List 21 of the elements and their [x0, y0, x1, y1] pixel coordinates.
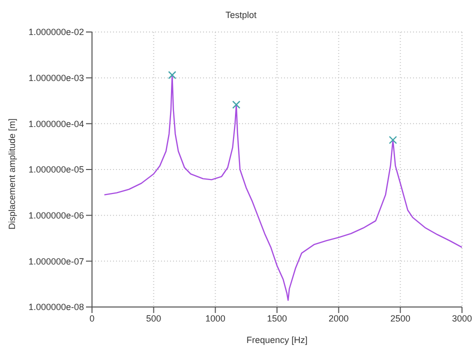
- line-series: [104, 74, 462, 301]
- y-tick-label: 1.000000e-05: [28, 164, 84, 175]
- y-axis-title: Displacement amplitude [m]: [7, 118, 18, 230]
- x-tick-label: 500: [146, 313, 162, 324]
- y-tick-label: 1.000000e-08: [28, 302, 84, 312]
- point: [388, 136, 398, 144]
- point: [232, 100, 240, 109]
- x-tick-label: 2500: [390, 313, 410, 324]
- y-tick-label: 1.000000e-03: [28, 73, 84, 84]
- chart-title: Testplot: [224, 9, 258, 22]
- y-tick-label: 1.000000e-02: [28, 27, 84, 38]
- x-tick-label: 1000: [205, 313, 226, 324]
- y-tick-label: 1.000000e-07: [28, 256, 84, 266]
- x-tick-label: 2000: [328, 313, 349, 324]
- x-axis-title: Frequency [Hz]: [246, 335, 308, 345]
- x-tick-label: 1500: [266, 313, 288, 324]
- y-tick-label: 1.000000e-06: [28, 210, 84, 221]
- x-tick-label: 0: [89, 313, 95, 324]
- x-tick-label: 3000: [452, 313, 472, 324]
- y-tick-label: 1.000000e-04: [28, 118, 84, 129]
- point: [168, 70, 176, 80]
